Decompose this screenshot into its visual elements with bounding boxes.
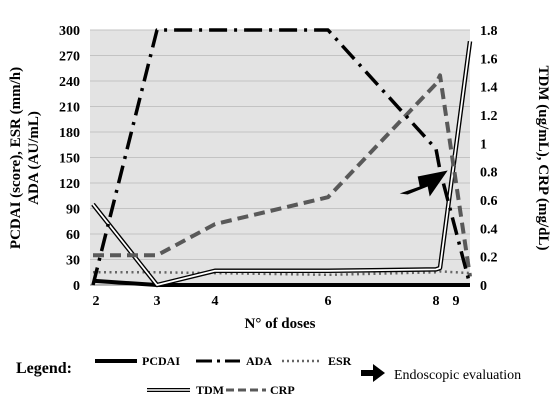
x-tick-label: 2 — [93, 294, 100, 309]
legend-item-crp: CRP — [226, 383, 295, 397]
endoscopic-arrow-marker — [399, 170, 448, 197]
y-left-tick-label: 60 — [66, 228, 80, 243]
x-tick-label: 8 — [433, 294, 440, 309]
y-left-tick-label: 120 — [59, 177, 80, 192]
legend-label-endoscopic: Endoscopic evaluation — [394, 368, 521, 383]
y-right-tick-label: 0.8 — [480, 166, 498, 181]
series-line-crp — [93, 73, 472, 277]
series-line-esr — [93, 270, 471, 277]
x-tick-label: 4 — [212, 294, 219, 309]
axis-ticks: 0 30 60 90 120 150 180 210 240 270 300 0 0.2 0.4 0.6 0.… — [59, 24, 498, 309]
y-right-tick-label: 1.2 — [480, 109, 498, 124]
y-left-tick-label: 240 — [59, 75, 80, 90]
legend-label-pcdai: PCDAI — [142, 354, 180, 368]
left-axis-title: PCDAI (score), ESR (mm/h) ADA (AU/mL) — [8, 67, 42, 249]
y-right-tick-label: 0.4 — [480, 222, 498, 237]
x-axis-title: N° of doses — [244, 316, 315, 332]
y-left-tick-label: 270 — [59, 50, 80, 65]
x-tick-label: 6 — [325, 294, 332, 309]
series-line-ada — [91, 28, 472, 286]
x-tick-label: 3 — [154, 294, 161, 309]
y-right-tick-label: 1.6 — [480, 52, 498, 67]
legend-item-endoscopic: Endoscopic evaluation — [361, 364, 521, 383]
right-axis-title: TDM (ug/mL), CRP (mg/dL) — [535, 66, 550, 251]
y-right-tick-label: 1.8 — [480, 24, 498, 39]
y-right-tick-label: 0.2 — [480, 251, 498, 266]
y-left-tick-label: 180 — [59, 126, 80, 141]
y-left-tick-label: 0 — [73, 279, 80, 294]
legend-label-tdm: TDM — [196, 383, 224, 397]
left-axis-title-line1: PCDAI (score), ESR (mm/h) — [8, 67, 24, 249]
legend-item-ada: ADA — [196, 354, 272, 368]
y-left-tick-label: 90 — [66, 203, 80, 218]
series-line-tdm — [92, 41, 471, 286]
legend-label-ada: ADA — [246, 354, 272, 368]
plot-area — [90, 29, 470, 286]
y-left-tick-label: 150 — [59, 152, 80, 167]
legend-arrow-icon — [361, 364, 385, 382]
y-right-tick-label: 1 — [480, 137, 487, 152]
legend-title: Legend: — [16, 360, 72, 377]
arrow-icon — [399, 170, 448, 197]
y-left-tick-label: 300 — [59, 24, 80, 39]
legend-label-crp: CRP — [270, 383, 295, 397]
y-left-tick-label: 30 — [66, 254, 80, 269]
legend-item-esr: ESR — [282, 354, 352, 368]
series-lines — [91, 28, 473, 288]
x-tick-label: 9 — [453, 294, 460, 309]
legend-label-esr: ESR — [328, 354, 352, 368]
y-left-tick-label: 210 — [59, 101, 80, 116]
legend-item-tdm: TDM — [147, 383, 224, 397]
y-right-tick-label: 1.4 — [480, 81, 498, 96]
y-right-tick-label: 0 — [480, 279, 487, 294]
legend: Legend: PCDAI ADA ESR TDM CRP Endoscopic… — [16, 354, 521, 397]
left-axis-title-line2: ADA (AU/mL) — [26, 111, 42, 205]
legend-item-pcdai: PCDAI — [95, 354, 180, 368]
y-right-tick-label: 0.6 — [480, 194, 498, 209]
